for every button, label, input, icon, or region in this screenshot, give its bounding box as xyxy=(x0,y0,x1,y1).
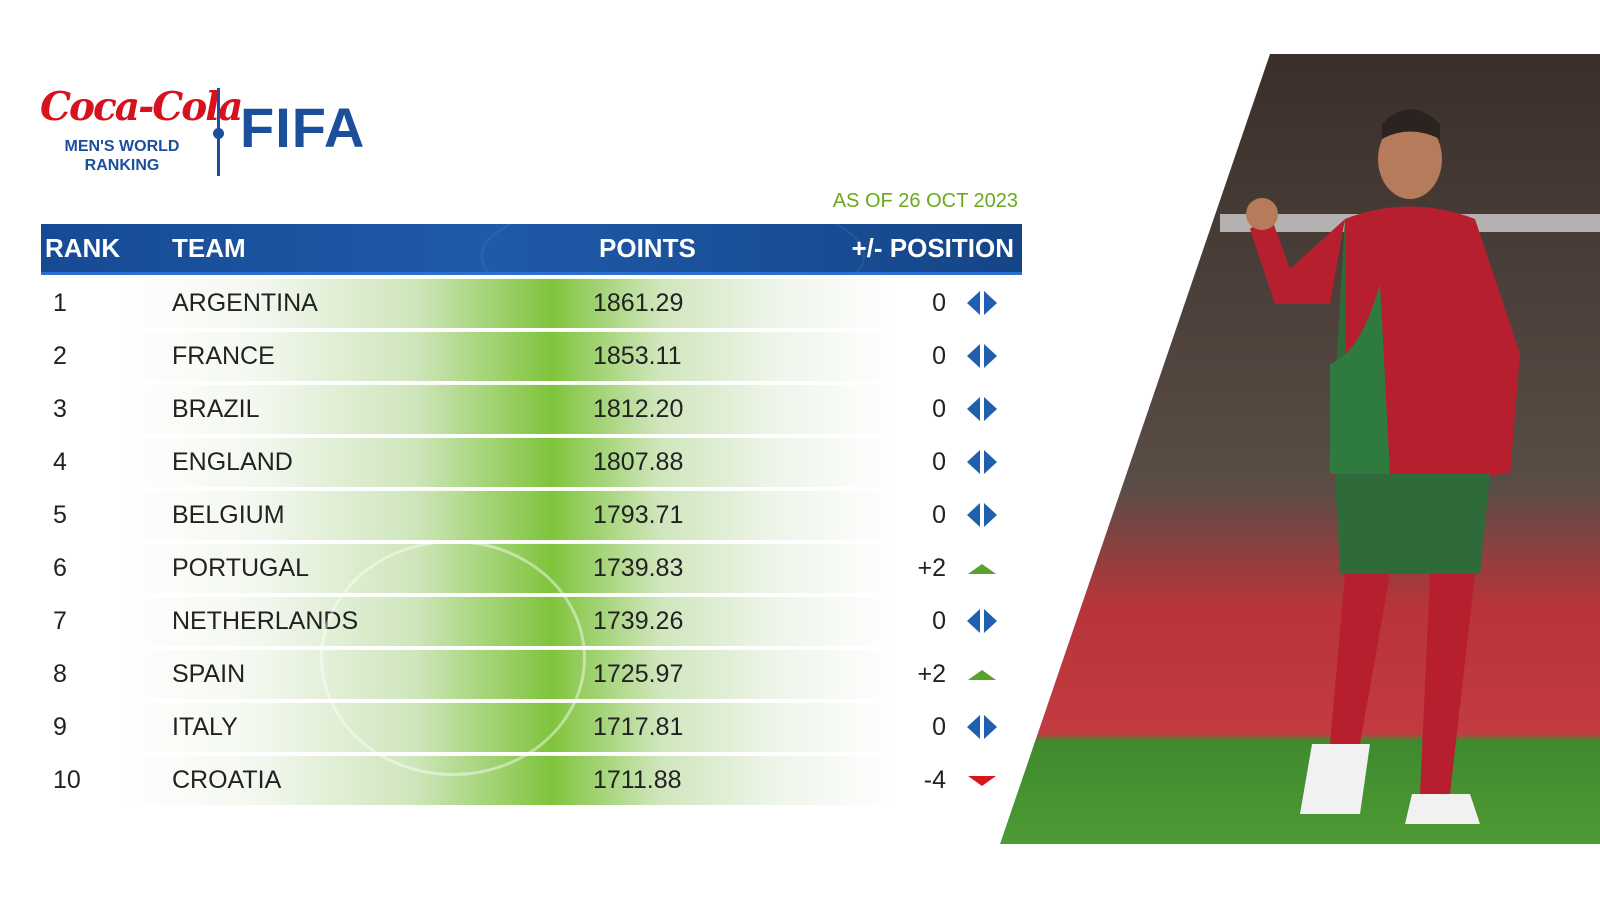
row-rank: 9 xyxy=(53,713,67,741)
triangle-up-icon xyxy=(964,660,1000,688)
row-points: 1807.88 xyxy=(593,448,684,476)
header-points: POINTS xyxy=(599,233,696,263)
row-position-change: 0 xyxy=(932,342,946,370)
table-row: 3 BRAZIL 1812.20 0 xyxy=(41,384,1022,434)
table-row: 9 ITALY 1717.81 0 xyxy=(41,702,1022,752)
row-team: PORTUGAL xyxy=(172,554,310,582)
table-body: 1 ARGENTINA 1861.29 0 2 FRANCE 1853.11 0 3 BRAZIL… xyxy=(41,278,1022,805)
header-team: TEAM xyxy=(172,233,246,263)
diamond-arrows-icon xyxy=(964,501,1000,529)
row-points: 1717.81 xyxy=(593,713,684,741)
diamond-arrows-icon xyxy=(964,342,1000,370)
header-rank: RANK xyxy=(45,233,121,263)
table-row: 7 NETHERLANDS 1739.26 0 xyxy=(41,596,1022,646)
row-points: 1739.26 xyxy=(593,607,684,635)
row-points: 1861.29 xyxy=(593,289,684,317)
row-points: 1853.11 xyxy=(593,342,682,370)
diamond-arrows-icon xyxy=(964,713,1000,741)
row-position-change: 0 xyxy=(932,501,946,529)
mens-world-ranking-label: MEN'S WORLD RANKING xyxy=(52,137,192,175)
row-rank: 5 xyxy=(53,501,67,529)
triangle-up-icon xyxy=(964,554,1000,582)
row-points: 1725.97 xyxy=(593,660,684,688)
table-row: 8 SPAIN 1725.97 +2 xyxy=(41,649,1022,699)
diamond-arrows-icon xyxy=(964,395,1000,423)
table-row: 5 BELGIUM 1793.71 0 xyxy=(41,490,1022,540)
row-team: BELGIUM xyxy=(172,501,285,529)
header-position-change: +/- POSITION xyxy=(851,233,1014,263)
row-points: 1812.20 xyxy=(593,395,684,423)
diamond-arrows-icon xyxy=(964,448,1000,476)
row-rank: 2 xyxy=(53,342,67,370)
row-position-change: 0 xyxy=(932,448,946,476)
row-rank: 6 xyxy=(53,554,67,582)
row-team: ITALY xyxy=(172,713,238,741)
row-rank: 4 xyxy=(53,448,67,476)
row-team: ENGLAND xyxy=(172,448,293,476)
diamond-arrows-icon xyxy=(964,289,1000,317)
player-photo xyxy=(1000,54,1600,844)
row-rank: 7 xyxy=(53,607,67,635)
ranking-table: RANK TEAM POINTS +/- POSITION 1 ARGENTINA… xyxy=(41,224,1022,805)
ranking-label-line1: MEN'S WORLD xyxy=(64,138,180,155)
row-position-change: 0 xyxy=(932,713,946,741)
row-position-change: 0 xyxy=(932,289,946,317)
diamond-arrows-icon xyxy=(964,607,1000,635)
row-rank: 10 xyxy=(53,766,81,794)
row-position-change: 0 xyxy=(932,395,946,423)
row-points: 1739.83 xyxy=(593,554,684,582)
fifa-logo: FIFA xyxy=(240,96,366,159)
row-team: CROATIA xyxy=(172,766,282,794)
row-team: BRAZIL xyxy=(172,395,260,423)
ranking-label-line2: RANKING xyxy=(84,157,160,174)
row-position-change: 0 xyxy=(932,607,946,635)
table-row: 10 CROATIA 1711.88 -4 xyxy=(41,755,1022,805)
row-points: 1711.88 xyxy=(593,766,682,794)
brand-divider xyxy=(213,88,224,176)
row-position-change: +2 xyxy=(917,660,946,688)
row-team: ARGENTINA xyxy=(172,289,318,317)
row-rank: 8 xyxy=(53,660,67,688)
row-position-change: -4 xyxy=(923,766,946,794)
row-rank: 1 xyxy=(53,289,67,317)
row-points: 1793.71 xyxy=(593,501,684,529)
table-header: RANK TEAM POINTS +/- POSITION xyxy=(41,224,1022,275)
table-row: 6 PORTUGAL 1739.83 +2 xyxy=(41,543,1022,593)
coca-cola-logo: Coca‑Cola xyxy=(40,84,243,130)
row-team: FRANCE xyxy=(172,342,275,370)
row-position-change: +2 xyxy=(917,554,946,582)
triangle-down-icon xyxy=(964,766,1000,794)
table-row: 2 FRANCE 1853.11 0 xyxy=(41,331,1022,381)
row-team: NETHERLANDS xyxy=(172,607,359,635)
row-team: SPAIN xyxy=(172,660,246,688)
table-row: 4 ENGLAND 1807.88 0 xyxy=(41,437,1022,487)
table-row: 1 ARGENTINA 1861.29 0 xyxy=(41,278,1022,328)
ranking-branding: Coca‑Cola MEN'S WORLD RANKING FIFA xyxy=(40,80,380,180)
as-of-date: AS OF 26 OCT 2023 xyxy=(832,190,1018,212)
row-rank: 3 xyxy=(53,395,67,423)
